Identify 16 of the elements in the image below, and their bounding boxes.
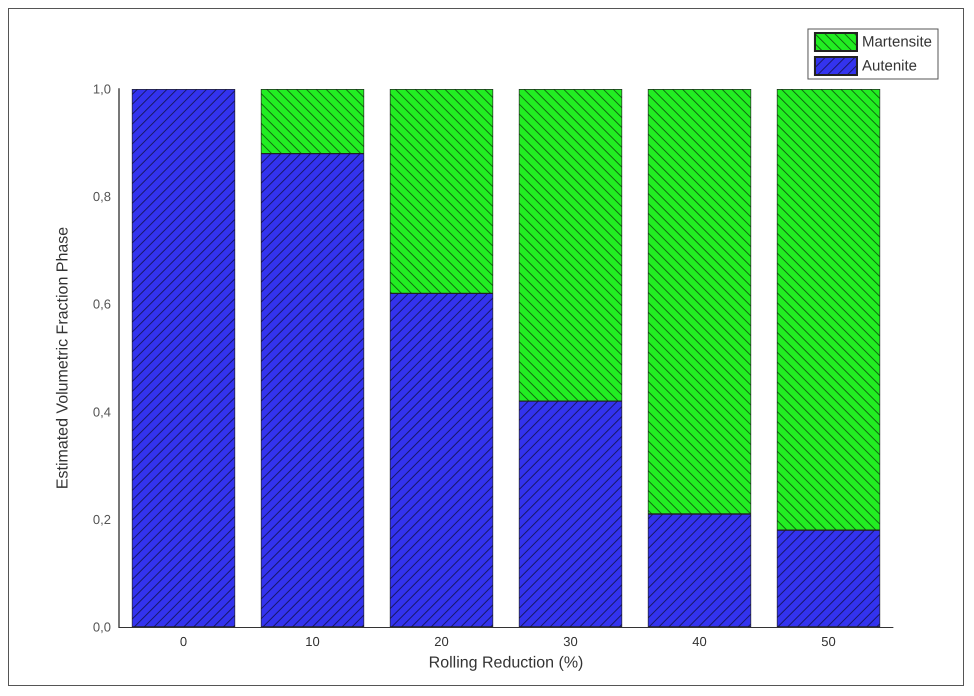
y-axis-title: Estimated Volumetric Fraction Phase bbox=[54, 226, 72, 490]
x-tick-label: 50 bbox=[821, 634, 836, 649]
y-tick-label: 1,0 bbox=[92, 82, 111, 96]
legend-label: Martensite bbox=[862, 34, 932, 50]
legend-label: Autenite bbox=[862, 58, 918, 74]
x-axis-title: Rolling Reduction (%) bbox=[428, 654, 584, 672]
x-tick-label: 20 bbox=[434, 634, 449, 649]
y-tick-label: 0,0 bbox=[92, 620, 111, 634]
x-tick-label: 0 bbox=[180, 634, 188, 649]
y-tick-label: 0,2 bbox=[92, 512, 111, 527]
x-tick-label: 10 bbox=[305, 634, 320, 649]
x-tick-label: 30 bbox=[563, 634, 578, 649]
y-tick-label: 0,8 bbox=[92, 189, 111, 204]
x-tick-label: 40 bbox=[692, 634, 707, 649]
y-tick-label: 0,6 bbox=[92, 296, 111, 312]
y-tick-label: 0,4 bbox=[92, 404, 111, 420]
